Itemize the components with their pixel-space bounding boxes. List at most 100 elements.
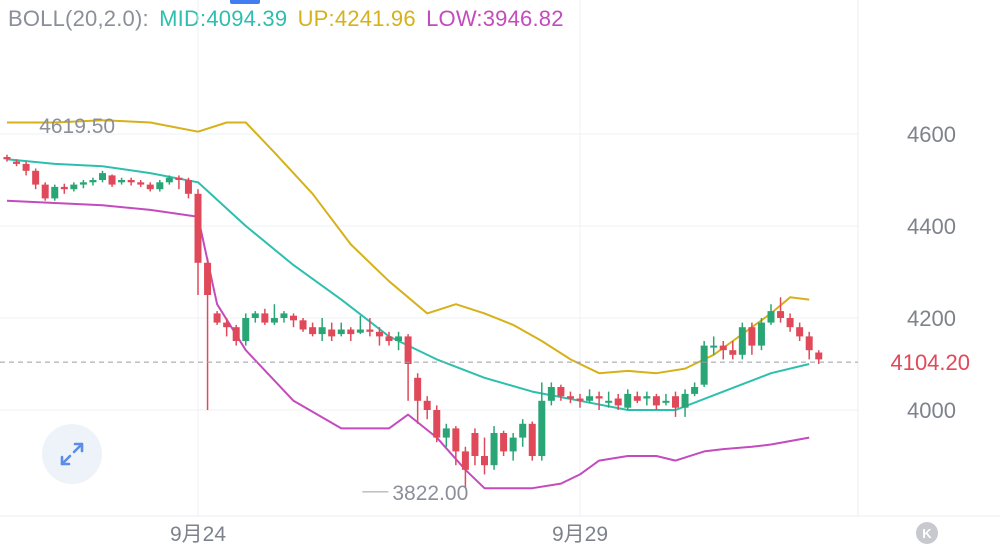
candle-body <box>748 327 756 346</box>
candle-body <box>662 400 670 403</box>
k-line-button[interactable]: K <box>916 522 938 544</box>
candle-body <box>404 336 412 364</box>
current-price-label: 4104.20 <box>890 350 970 375</box>
candle-body <box>223 322 231 328</box>
expand-button[interactable] <box>42 424 102 484</box>
candle-body <box>490 433 498 466</box>
candle-body <box>652 396 660 406</box>
candle-body <box>270 318 278 323</box>
candle-body <box>815 352 823 360</box>
candle-body <box>32 170 40 185</box>
candle-body <box>719 345 727 351</box>
y-tick-label: 4200 <box>907 306 956 331</box>
candle-body <box>99 173 106 180</box>
candle-body <box>347 329 355 335</box>
candle-body <box>672 396 679 408</box>
candle-body <box>471 433 479 456</box>
candle-body <box>519 423 527 438</box>
candle-body <box>184 180 192 194</box>
boll-mid-value: MID:4094.39 <box>159 6 288 31</box>
candle-body <box>700 345 708 385</box>
candle-body <box>461 451 469 470</box>
candle-body <box>423 400 431 410</box>
candle-body <box>442 428 450 438</box>
candle-body <box>777 311 785 318</box>
candle-body <box>146 184 154 190</box>
candle-body <box>251 313 259 318</box>
top-indicator-mark <box>230 0 260 4</box>
candle-body <box>328 329 336 337</box>
candle-body <box>60 186 68 190</box>
candle-body <box>509 437 517 452</box>
high-price-annotation: 4619.50 <box>39 115 115 138</box>
candle-body <box>433 410 441 438</box>
candle-body <box>710 345 718 348</box>
boll-header: BOLL(20,2.0): MID:4094.39 UP:4241.96 LOW… <box>8 6 568 32</box>
candle-body <box>375 331 383 337</box>
candle-body <box>681 393 689 408</box>
candle-body <box>79 182 87 185</box>
candle-body <box>51 186 59 199</box>
candle-body <box>13 161 21 164</box>
candle-body <box>557 387 565 397</box>
candle-body <box>299 320 307 330</box>
candle-body <box>204 262 212 295</box>
candle-body <box>395 336 403 341</box>
candle-body <box>452 428 460 452</box>
boll-indicator-label: BOLL(20,2.0): <box>8 6 149 31</box>
candle-body <box>356 329 364 333</box>
candle-body <box>805 336 813 351</box>
boll-up-value: UP:4241.96 <box>297 6 416 31</box>
candle-body <box>127 180 135 183</box>
candle-body <box>414 377 422 401</box>
candle-body <box>786 318 794 328</box>
candle-body <box>22 163 30 171</box>
candle-body <box>118 180 126 183</box>
candle-body <box>137 182 145 185</box>
candle-body <box>280 313 288 318</box>
candle-body <box>242 318 250 341</box>
candle-body <box>796 327 804 337</box>
candle-body <box>3 157 11 160</box>
candle-body <box>261 313 269 323</box>
candle-body <box>566 396 574 399</box>
candle-body <box>757 322 765 346</box>
candle-body <box>538 400 546 456</box>
candle-body <box>366 329 374 332</box>
candle-body <box>165 177 173 183</box>
candle-body <box>738 327 746 355</box>
candle-body <box>156 182 164 190</box>
candle-body <box>595 396 603 399</box>
candle-body <box>767 311 775 323</box>
candle-body <box>624 393 632 408</box>
candle-body <box>41 184 49 199</box>
candle-body <box>729 350 737 355</box>
candle-body <box>547 387 555 401</box>
y-tick-label: 4400 <box>907 214 956 239</box>
candle-body <box>385 336 393 341</box>
candle-body <box>576 398 584 401</box>
candle-body <box>213 313 221 323</box>
candle-body <box>309 327 317 335</box>
candle-body <box>175 177 183 180</box>
y-tick-label: 4600 <box>907 122 956 147</box>
candle-body <box>586 396 594 401</box>
candle-body <box>633 396 641 401</box>
candle-body <box>318 327 326 335</box>
candle-body <box>500 433 508 452</box>
candle-body <box>337 329 345 335</box>
expand-icon <box>60 442 84 466</box>
boll-low-value: LOW:3946.82 <box>426 6 564 31</box>
candle-body <box>528 423 536 456</box>
candle-body <box>194 193 202 263</box>
candle-body <box>70 184 78 190</box>
candle-body <box>614 398 622 406</box>
candle-body <box>89 180 97 183</box>
low-price-annotation: 3822.00 <box>392 482 468 505</box>
x-tick-label: 9月24 <box>170 523 226 546</box>
candle-body <box>232 327 240 341</box>
candle-body <box>643 396 651 399</box>
candle-body <box>605 400 613 403</box>
candle-body <box>108 175 116 185</box>
